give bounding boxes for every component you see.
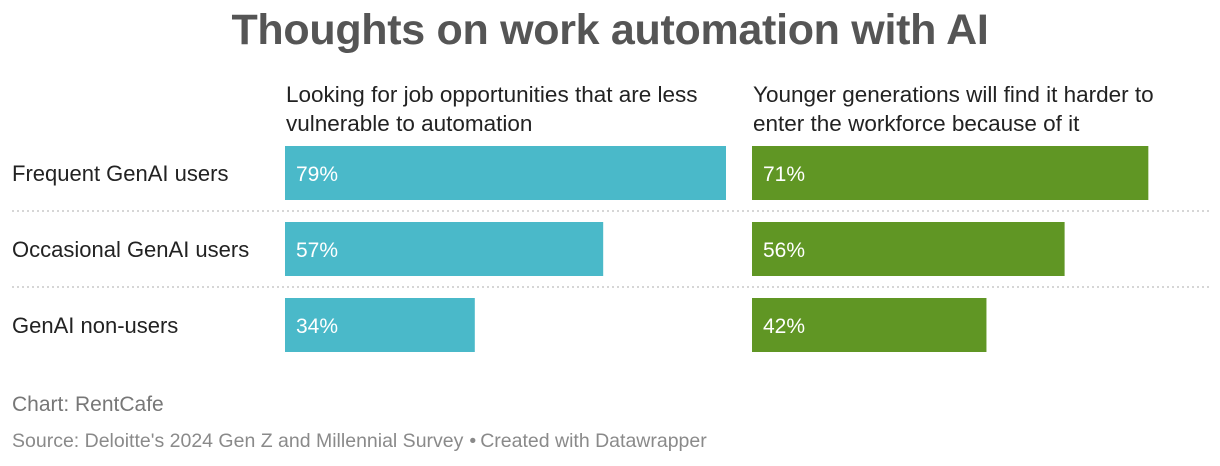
separator-dot: • (469, 430, 477, 452)
column-header-right-line2: enter the workforce because of it (753, 111, 1080, 136)
source-line: Source: Deloitte's 2024 Gen Z and Millen… (12, 430, 707, 453)
bar (752, 222, 1065, 276)
bar-value-label: 34% (296, 315, 338, 338)
column-header-left-line2: vulnerable to automation (286, 111, 533, 136)
bar-value-label: 79% (296, 163, 338, 186)
bar (285, 222, 604, 276)
chart-title: Thoughts on work automation with AI (231, 6, 989, 54)
source-text: Source: Deloitte's 2024 Gen Z and Millen… (12, 430, 464, 452)
bar-value-label: 42% (763, 315, 805, 338)
chart-credit: Chart: RentCafe (12, 393, 164, 416)
category-label: Occasional GenAI users (12, 237, 249, 262)
bar (285, 146, 726, 200)
column-header-left: Looking for job opportunities that are l… (286, 80, 698, 138)
bar-value-label: 57% (296, 239, 338, 262)
column-header-left-line1: Looking for job opportunities that are l… (286, 82, 698, 107)
category-label: Frequent GenAI users (12, 161, 228, 186)
bar (285, 298, 475, 352)
category-label: GenAI non-users (12, 313, 178, 338)
created-with-link[interactable]: Created with Datawrapper (480, 430, 707, 452)
bar-value-label: 56% (763, 239, 805, 262)
bar-value-label: 71% (763, 163, 805, 186)
column-header-right: Younger generations will find it harder … (753, 80, 1154, 138)
bar (752, 298, 987, 352)
column-header-right-line1: Younger generations will find it harder … (753, 82, 1154, 107)
bar (752, 146, 1149, 200)
